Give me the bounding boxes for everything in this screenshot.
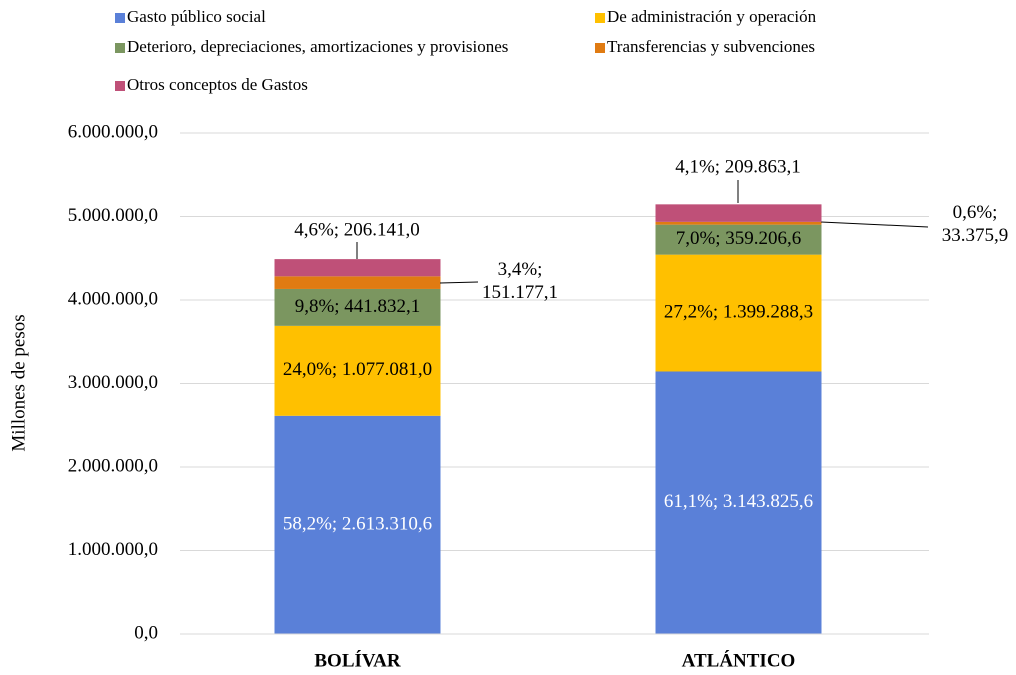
bar-segment bbox=[274, 276, 441, 289]
y-tick-label: 5.000.000,0 bbox=[68, 205, 158, 226]
legend-label: Deterioro, depreciaciones, amortizacione… bbox=[127, 37, 508, 56]
x-tick-label: BOLÍVAR bbox=[314, 649, 401, 671]
data-label: 0,6%; 33.375,9 bbox=[941, 202, 1009, 246]
legend-label: De administración y operación bbox=[607, 7, 817, 26]
data-label: 4,6%; 206.141,0 bbox=[294, 219, 420, 240]
legend-marker bbox=[595, 13, 605, 23]
legend-marker bbox=[115, 43, 125, 53]
bar-segment bbox=[274, 415, 441, 634]
data-label: 9,8%; 441.832,1 bbox=[295, 296, 421, 317]
bar-segment bbox=[655, 254, 822, 372]
bar-segment bbox=[655, 371, 822, 634]
legend-marker bbox=[595, 43, 605, 53]
leader-line bbox=[439, 281, 479, 284]
data-label: 58,2%; 2.613.310,6 bbox=[283, 513, 432, 534]
x-tick-label: ATLÁNTICO bbox=[682, 649, 796, 671]
legend-label: Transferencias y subvenciones bbox=[607, 37, 815, 56]
y-tick-label: 6.000.000,0 bbox=[68, 121, 158, 142]
data-label: 3,4%; 151.177,1 bbox=[482, 259, 558, 303]
data-label: 27,2%; 1.399.288,3 bbox=[664, 301, 813, 322]
bar-segment bbox=[655, 224, 822, 255]
data-label: 7,0%; 359.206,6 bbox=[676, 228, 802, 249]
y-tick-label: 0,0 bbox=[134, 622, 158, 643]
bar-segment bbox=[655, 204, 822, 222]
legend-label: Otros conceptos de Gastos bbox=[127, 75, 308, 94]
y-tick-label: 2.000.000,0 bbox=[68, 455, 158, 476]
data-label: 4,1%; 209.863,1 bbox=[675, 156, 801, 177]
y-tick-label: 4.000.000,0 bbox=[68, 288, 158, 309]
legend-marker bbox=[115, 81, 125, 91]
bar-segment bbox=[274, 288, 441, 326]
y-tick-label: 3.000.000,0 bbox=[68, 372, 158, 393]
bar-segment bbox=[274, 259, 441, 277]
y-axis-label: Millones de pesos bbox=[8, 314, 29, 451]
bar-segment bbox=[274, 325, 441, 416]
leader-line bbox=[820, 221, 929, 228]
data-label: 61,1%; 3.143.825,6 bbox=[664, 491, 813, 512]
y-tick-label: 1.000.000,0 bbox=[68, 539, 158, 560]
data-label: 24,0%; 1.077.081,0 bbox=[283, 359, 432, 380]
bar-segment bbox=[655, 221, 822, 225]
legend-label: Gasto público social bbox=[127, 7, 266, 26]
legend-marker bbox=[115, 13, 125, 23]
